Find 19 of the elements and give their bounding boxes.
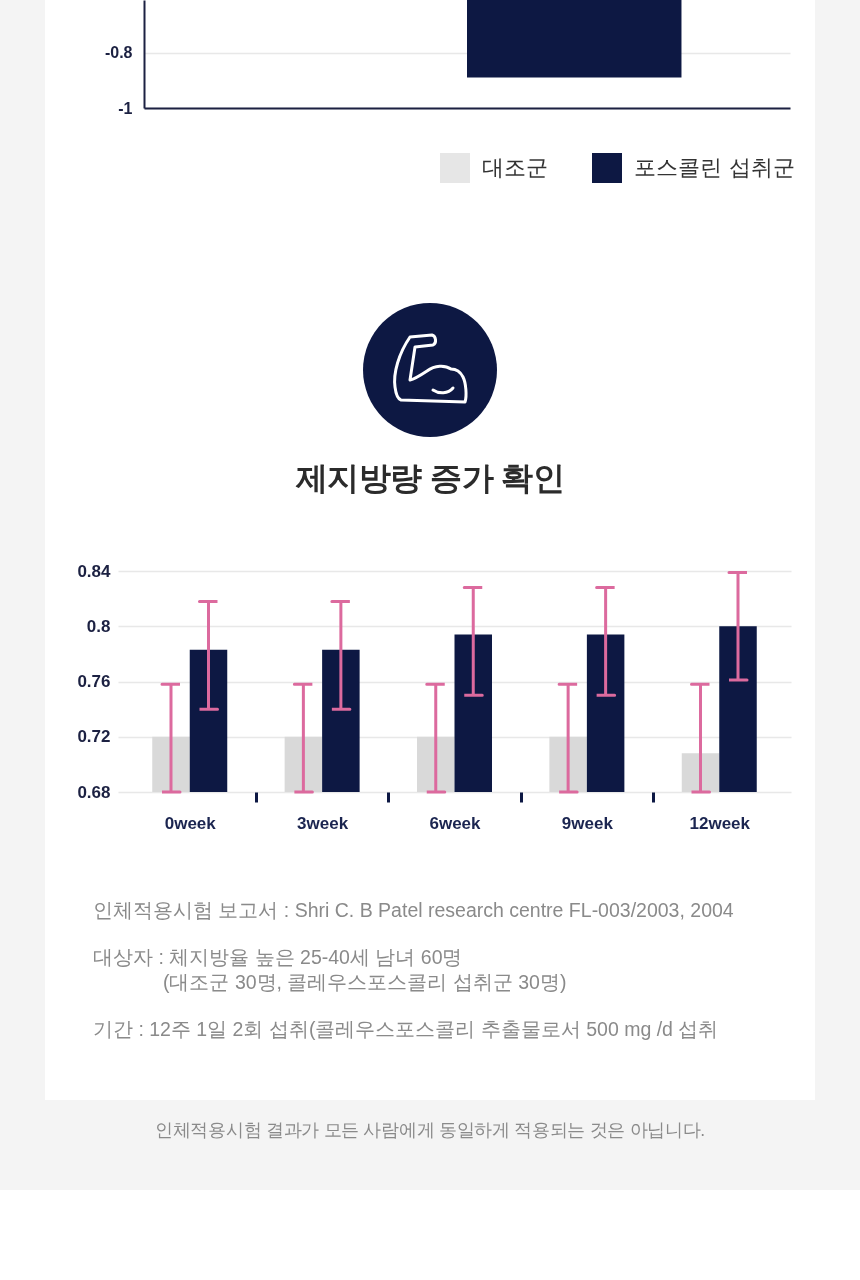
y-tick-label: 0.8 <box>86 616 111 636</box>
chart-title: 제지방량 증가 확인 <box>294 459 566 498</box>
text: 기간 : 12주 1일 2회 섭취(콜레우스포스콜리 추출물로서 500 mg /d 섭취 <box>93 1017 720 1042</box>
y-tick-label: -0.8 <box>104 44 133 62</box>
x-tick-label: 6week <box>429 813 482 833</box>
text: 대상자 : 체지방율 높은 25-40세 남녀 60명 (대조군 30명, 콜레우스포스콜리 섭취군 30명) <box>93 945 568 995</box>
y-tick-label: 0.72 <box>77 727 111 747</box>
y-tick-label: 0.68 <box>77 782 111 802</box>
text: 인체적용시험 보고서 : Shri C. B Patel research centre FL-003/2003, 2004 <box>93 898 735 923</box>
y-tick-label: 0.76 <box>77 672 111 691</box>
legend-label: 포스콜린 섭취군 <box>634 155 795 180</box>
legend-label: 대조군 <box>482 155 548 180</box>
x-tick-label: 12week <box>689 813 751 833</box>
y-tick-label: 0.84 <box>77 561 112 581</box>
x-tick-label: 0week <box>164 813 217 833</box>
x-tick-label: 9week <box>561 813 614 833</box>
x-tick-label: 3week <box>297 813 349 833</box>
y-tick-label: -1 <box>118 99 133 117</box>
text: 인체적용시험 결과가 모든 사람에게 동일하게 적용되는 것은 아닙니다. <box>154 1119 706 1142</box>
